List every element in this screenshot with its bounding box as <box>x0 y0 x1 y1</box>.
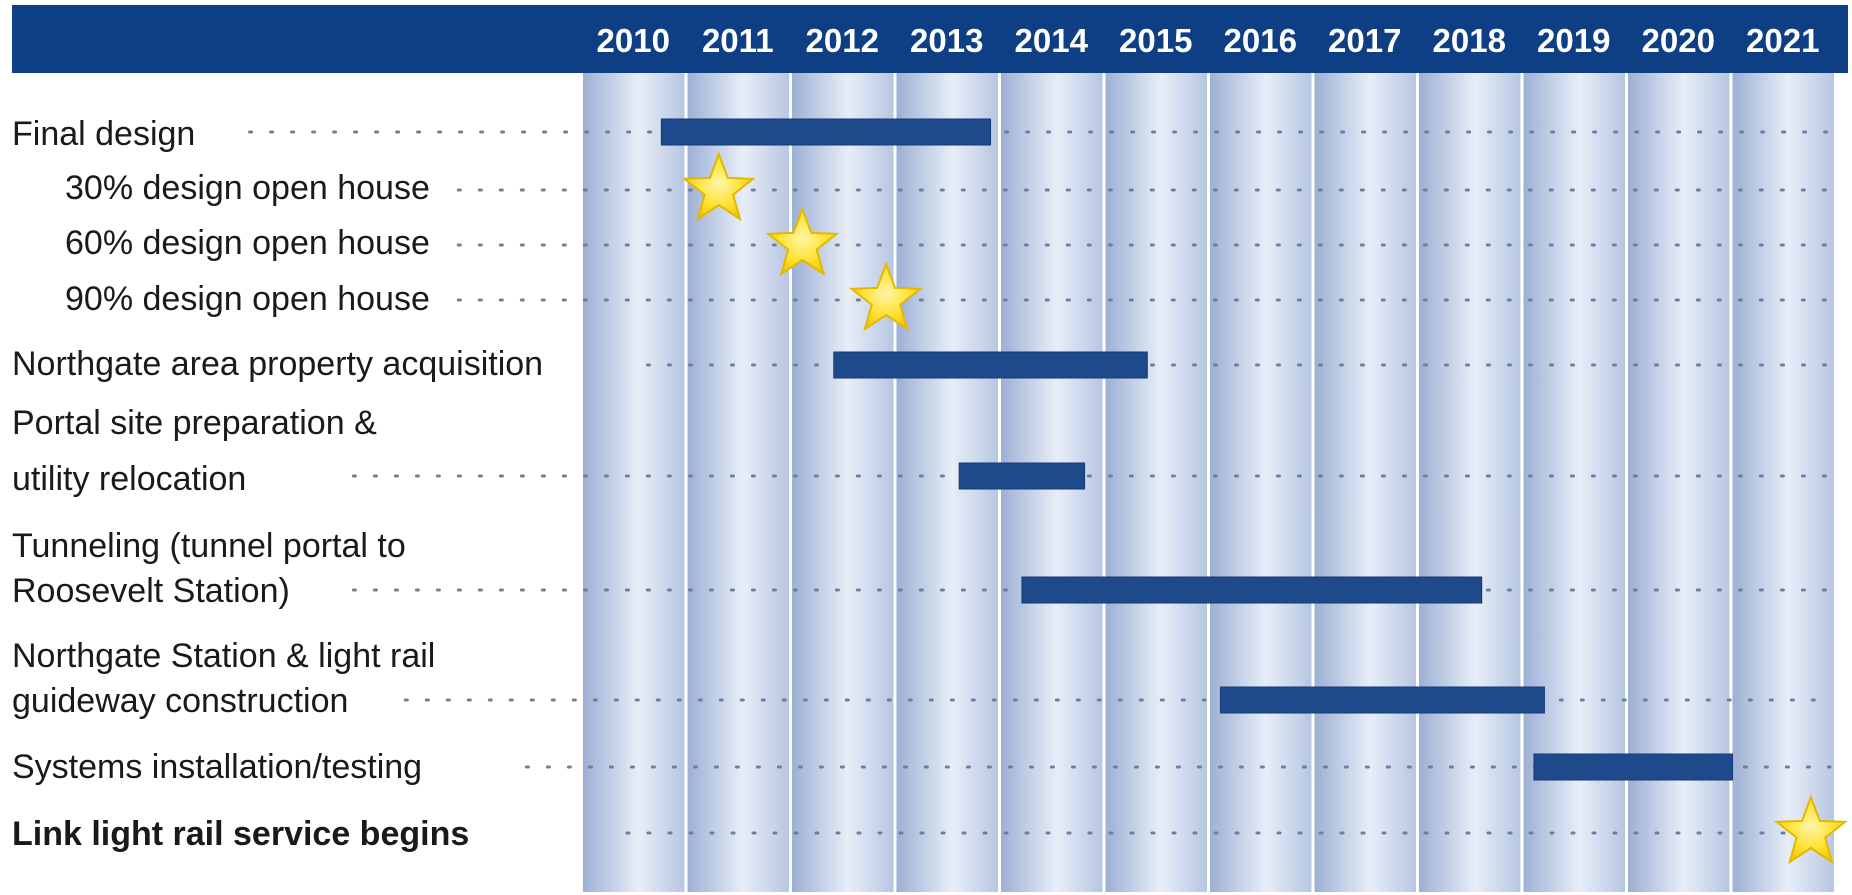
task-label: Northgate area property acquisition <box>12 345 543 383</box>
task-label: utility relocation <box>12 460 246 498</box>
year-label-2015: 2015 <box>1119 22 1192 59</box>
task-row: Portal site preparation & utility relocat… <box>12 404 1832 498</box>
milestone-star-icon <box>1773 794 1848 865</box>
year-label-2012: 2012 <box>806 22 879 59</box>
task-row: Final design <box>12 115 1832 153</box>
task-bar <box>958 462 1086 490</box>
year-column-2016 <box>1210 73 1312 892</box>
milestone-star-icon <box>849 261 924 332</box>
task-label: Link light rail service begins <box>12 815 469 853</box>
task-row: Northgate Station & light rail guideway c… <box>12 637 1832 720</box>
task-label: Final design <box>12 115 195 153</box>
year-columns <box>583 73 1834 892</box>
task-bar <box>1021 576 1483 604</box>
task-bar <box>1219 686 1545 714</box>
task-label: Tunneling (tunnel portal to <box>12 527 406 565</box>
task-label: Portal site preparation & <box>12 404 377 442</box>
task-label: 60% design open house <box>65 224 430 262</box>
milestone-star-icon <box>765 206 840 277</box>
task-row: Tunneling (tunnel portal to Roosevelt Sta… <box>12 527 1832 610</box>
header-band <box>12 5 1848 73</box>
year-header-labels: 2010 2011 2012 2013 2014 2015 2016 2017 2018 2019… <box>597 22 1820 59</box>
year-column-2011 <box>687 73 789 892</box>
task-row: Link light rail service begins <box>12 794 1848 865</box>
task-row: Systems installation/testing <box>12 748 1832 786</box>
year-label-2017: 2017 <box>1328 22 1401 59</box>
year-column-2017 <box>1314 73 1416 892</box>
year-label-2020: 2020 <box>1642 22 1715 59</box>
year-label-2021: 2021 <box>1746 22 1819 59</box>
task-bar <box>1533 753 1733 781</box>
milestone-star-icon <box>681 151 756 222</box>
task-label: Systems installation/testing <box>12 748 422 786</box>
year-label-2014: 2014 <box>1015 22 1089 59</box>
year-column-2012 <box>792 73 894 892</box>
task-row: 60% design open house <box>65 206 1832 277</box>
task-label: Northgate Station & light rail <box>12 637 435 675</box>
task-bar <box>833 351 1148 379</box>
task-rows: Final design 30% design open house 60% des… <box>12 115 1848 865</box>
year-column-2018 <box>1419 73 1521 892</box>
task-label: 30% design open house <box>65 169 430 207</box>
task-label: Roosevelt Station) <box>12 572 290 610</box>
year-label-2013: 2013 <box>910 22 983 59</box>
year-label-2010: 2010 <box>597 22 670 59</box>
year-column-2021 <box>1732 73 1834 892</box>
year-label-2011: 2011 <box>702 22 774 59</box>
year-column-2010 <box>583 73 685 892</box>
task-row: Northgate area property acquisition <box>12 345 1832 383</box>
task-row: 90% design open house <box>65 261 1832 332</box>
year-label-2018: 2018 <box>1433 22 1506 59</box>
task-bar <box>660 118 992 146</box>
task-label: guideway construction <box>12 682 348 720</box>
task-row: 30% design open house <box>65 151 1832 222</box>
year-label-2016: 2016 <box>1224 22 1297 59</box>
task-label: 90% design open house <box>65 280 430 318</box>
year-column-2015 <box>1105 73 1207 892</box>
year-label-2019: 2019 <box>1537 22 1610 59</box>
